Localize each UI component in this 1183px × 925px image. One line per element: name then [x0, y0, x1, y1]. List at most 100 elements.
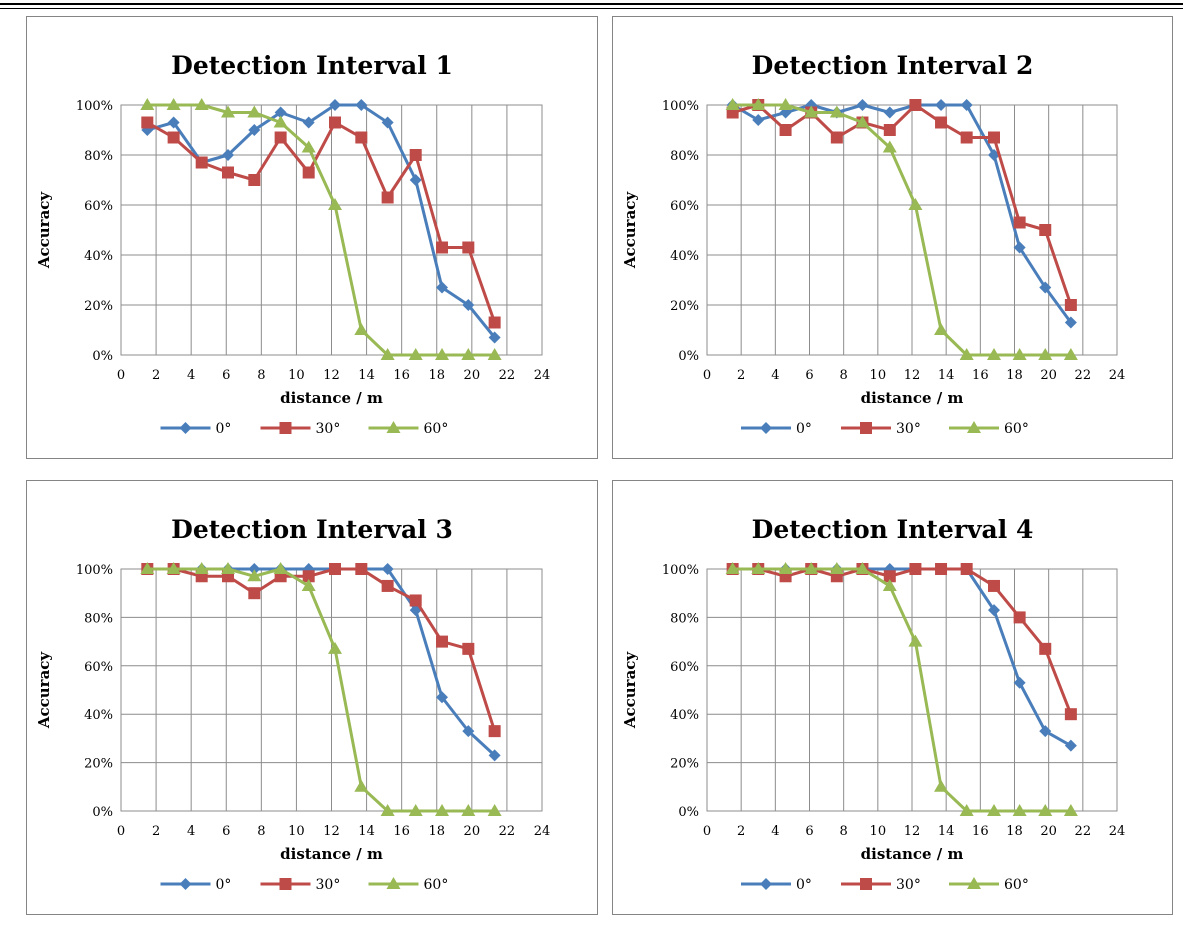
legend-label: 60° — [1004, 421, 1029, 437]
legend-marker — [179, 878, 192, 890]
data-point — [436, 635, 449, 648]
data-point — [960, 563, 973, 575]
data-point — [804, 562, 819, 574]
y-tick-label: 40% — [670, 708, 699, 723]
series-line — [732, 567, 1071, 813]
y-tick-label: 60% — [84, 660, 113, 675]
data-point — [960, 131, 973, 144]
data-point — [855, 115, 870, 128]
data-point — [329, 99, 342, 111]
x-tick-label: 20 — [1040, 368, 1057, 383]
data-point — [409, 594, 422, 607]
y-axis-label: Accuracy — [621, 651, 639, 730]
legend-marker — [179, 422, 192, 434]
data-point — [462, 725, 475, 738]
data-point — [935, 563, 948, 575]
legend-marker — [760, 878, 772, 890]
chart-title: Detection Interval 2 — [752, 51, 1034, 80]
data-point — [1038, 348, 1053, 360]
legend-marker — [279, 422, 292, 434]
legend-label: 0° — [216, 421, 232, 437]
y-tick-label: 40% — [670, 249, 699, 264]
series-line — [146, 103, 496, 339]
data-point — [435, 348, 450, 360]
data-point — [1012, 348, 1027, 360]
x-tick-label: 18 — [428, 824, 445, 839]
data-point — [488, 725, 501, 738]
y-tick-label: 100% — [662, 99, 699, 114]
series-line — [732, 567, 1073, 715]
data-point — [751, 98, 766, 110]
data-point — [461, 348, 476, 360]
x-axis-label: distance / m — [280, 389, 383, 407]
chart-panel-4: Detection Interval 4 0 2 4 6 8 10 12 14 16 18 20 22 2… — [612, 480, 1173, 915]
y-tick-label: 60% — [84, 199, 113, 214]
data-point — [328, 198, 343, 210]
x-tick-label: 12 — [323, 824, 340, 839]
y-tick-label: 40% — [84, 249, 113, 264]
data-point — [381, 579, 394, 592]
data-point — [329, 116, 342, 129]
data-point — [355, 563, 368, 575]
y-tick-label: 80% — [84, 611, 113, 626]
chart-title: Detection Interval 1 — [171, 51, 453, 80]
x-tick-label: 2 — [737, 368, 745, 383]
data-point — [778, 562, 793, 574]
data-point — [302, 166, 315, 179]
data-point — [883, 124, 896, 136]
y-tick-label: 60% — [670, 660, 699, 675]
data-point — [1012, 804, 1027, 816]
x-tick-label: 12 — [323, 368, 340, 383]
data-point — [140, 562, 155, 574]
series-3 — [140, 98, 502, 360]
legend-item: 60° — [949, 877, 1029, 893]
x-tick-label: 22 — [1075, 368, 1092, 383]
data-point — [830, 131, 843, 144]
x-tick-label: 2 — [152, 824, 160, 839]
data-point — [409, 174, 422, 186]
data-point — [488, 331, 501, 344]
x-tick-label: 8 — [257, 368, 265, 383]
legend-label: 0° — [216, 877, 232, 893]
data-point — [381, 191, 394, 204]
data-point — [959, 348, 974, 360]
x-tick-label: 14 — [358, 824, 375, 839]
y-tick-label: 100% — [662, 563, 699, 578]
legend-marker — [386, 877, 401, 889]
legend-marker — [760, 422, 772, 434]
data-point — [141, 116, 154, 129]
data-point — [408, 348, 423, 360]
chart-svg: Detection Interval 40 2 4 6 8 10 12 14 16 18 20 22 2… — [621, 515, 1125, 893]
data-point — [908, 634, 923, 647]
legend-label: 30° — [316, 877, 341, 893]
data-point — [1039, 642, 1052, 655]
x-tick-label: 24 — [534, 368, 551, 383]
x-tick-label: 4 — [771, 824, 779, 839]
data-point — [829, 562, 844, 574]
legend-label: 60° — [424, 877, 449, 893]
series-line — [731, 103, 1073, 324]
legend-item: 30° — [260, 421, 340, 437]
data-point — [987, 348, 1001, 360]
series-2 — [726, 99, 1077, 311]
chart-svg: Detection Interval 10 2 4 6 8 10 12 14 16 18 20 22 2… — [35, 51, 551, 437]
x-tick-label: 16 — [393, 368, 410, 383]
x-tick-label: 20 — [464, 824, 481, 839]
y-tick-label: 80% — [84, 149, 113, 164]
data-point — [725, 562, 740, 574]
data-point — [1013, 611, 1026, 624]
chart-panel-3: Detection Interval 3 0 2 4 6 8 10 12 14 16 18 20 22 2… — [26, 480, 598, 915]
series-2 — [726, 563, 1077, 721]
data-point — [381, 116, 394, 129]
y-tick-label: 100% — [76, 563, 113, 578]
series-line — [732, 103, 1071, 357]
x-tick-label: 16 — [393, 824, 410, 839]
x-tick-label: 14 — [358, 368, 375, 383]
legend-label: 30° — [896, 877, 921, 893]
legend-label: 60° — [424, 421, 449, 437]
data-point — [935, 99, 948, 111]
series-2 — [141, 563, 501, 738]
data-point — [1064, 316, 1077, 329]
x-tick-label: 12 — [904, 368, 921, 383]
top-rule-thick — [0, 3, 1183, 5]
